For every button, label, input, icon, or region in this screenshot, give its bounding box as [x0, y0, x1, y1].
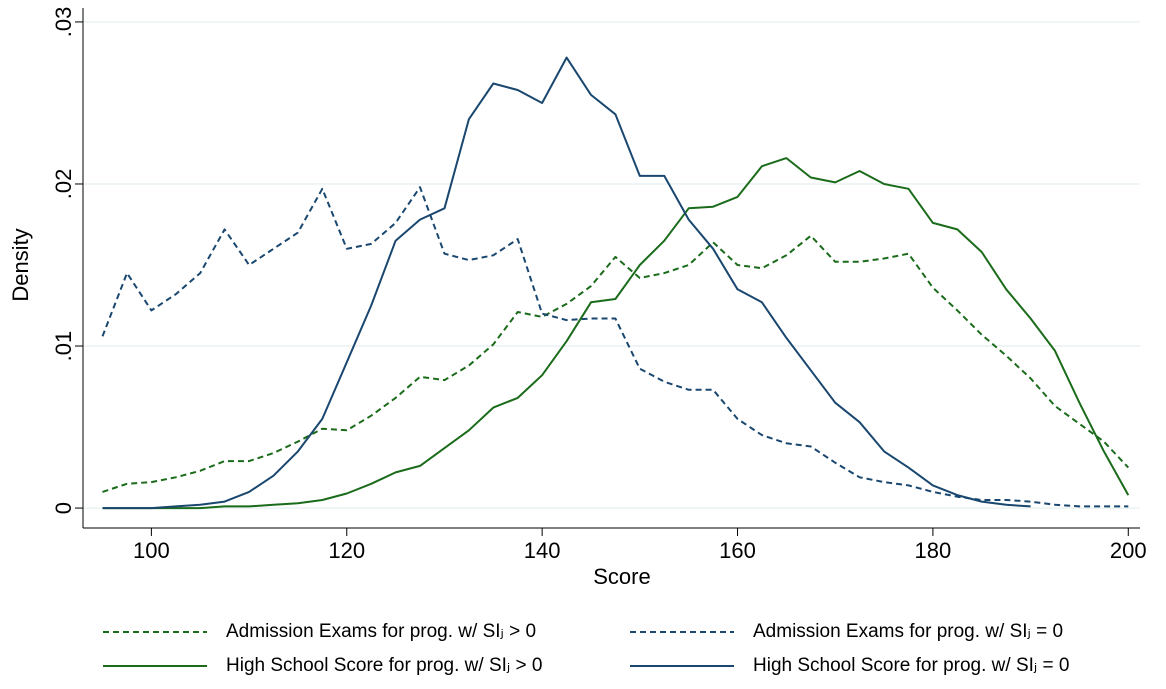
- y-tick-label: .02: [51, 169, 76, 200]
- series-line: [102, 56, 1031, 510]
- y-tick-label: 0: [51, 502, 76, 514]
- x-tick-label: 100: [133, 538, 170, 563]
- y-tick-label: .01: [51, 331, 76, 362]
- legend-label: High School Score for prog. w/ SIⱼ > 0: [226, 655, 542, 676]
- y-tick-label: .03: [51, 7, 76, 38]
- x-tick-label: 200: [1110, 538, 1147, 563]
- x-axis-label: Score: [593, 564, 650, 589]
- legend-label: Admission Exams for prog. w/ SIⱼ = 0: [753, 621, 1063, 642]
- series-line: [102, 157, 1130, 510]
- legend-label: Admission Exams for prog. w/ SIⱼ > 0: [226, 621, 536, 642]
- series-line: [101, 186, 1129, 508]
- x-tick-label: 160: [719, 538, 756, 563]
- legend-label: High School Score for prog. w/ SIⱼ = 0: [753, 655, 1069, 676]
- x-tick-label: 180: [915, 538, 952, 563]
- x-tick-label: 140: [524, 538, 561, 563]
- y-axis-label: Density: [8, 228, 33, 301]
- series-line: [102, 234, 1130, 493]
- x-tick-label: 120: [328, 538, 365, 563]
